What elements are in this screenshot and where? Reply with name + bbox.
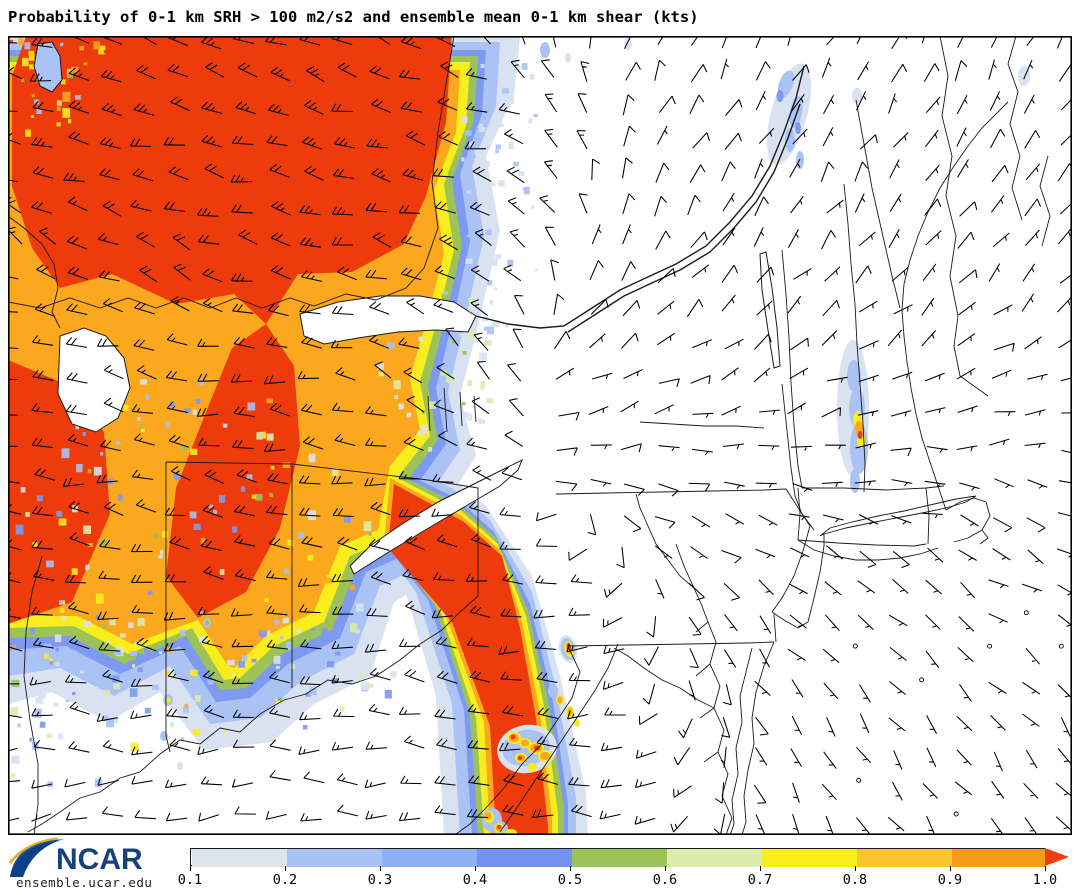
colorbar-segment	[667, 849, 762, 867]
calm-wind-circles	[852, 610, 1064, 817]
colorbar-label: 0.8	[842, 872, 868, 888]
colorbar-tick	[664, 866, 666, 871]
map-svg	[0, 22, 1080, 837]
colorbar-label: 1.0	[1032, 872, 1058, 888]
colorbar-label: 0.6	[652, 872, 678, 888]
colorbar-segment	[952, 849, 1045, 867]
colorbar-segment	[287, 849, 382, 867]
colorbar-label: 0.5	[557, 872, 583, 888]
colorbar-label: 0.1	[177, 872, 203, 888]
colorbar-label: 0.7	[747, 872, 773, 888]
colorbar-segment	[192, 849, 287, 867]
colorbar-tick	[569, 866, 571, 871]
colorbar-tick	[284, 866, 286, 871]
geo-borders	[7, 35, 1051, 836]
colorbar-tick	[1044, 866, 1046, 871]
colorbar-tick	[189, 866, 191, 871]
ncar-logo-text: NCAR	[56, 843, 143, 876]
colorbar-segment	[857, 849, 952, 867]
colorbar-arrow	[1045, 848, 1069, 866]
map-canvas	[0, 22, 1080, 837]
colorbar-segment	[762, 849, 857, 867]
colorbar-label: 0.2	[272, 872, 298, 888]
colorbar-label: 0.9	[937, 872, 963, 888]
colorbar-segment	[572, 849, 667, 867]
colorbar-tick	[759, 866, 761, 871]
colorbar-tick	[854, 866, 856, 871]
wind-barbs	[0, 22, 1080, 836]
colorbar-tick	[474, 866, 476, 871]
colorbar-segment	[382, 849, 477, 867]
site-url: ensemble.ucar.edu	[16, 875, 153, 890]
probability-colorbar: 0.1 0.2 0.3 0.4 0.5 0.6 0.7 0.8 0.9 1.0	[178, 848, 1076, 892]
colorbar-arrow-shape	[1045, 848, 1069, 866]
colorbar-frame	[190, 848, 1045, 867]
colorbar-tick	[949, 866, 951, 871]
map-frame	[8, 36, 1073, 836]
colorbar-tick	[379, 866, 381, 871]
ncar-logo-icon: NCAR	[8, 837, 143, 877]
colorbar-segment	[477, 849, 572, 867]
colorbar-label: 0.3	[367, 872, 393, 888]
colorbar-label: 0.4	[462, 872, 488, 888]
page-title: Probability of 0-1 km SRH > 100 m2/s2 an…	[8, 8, 699, 26]
